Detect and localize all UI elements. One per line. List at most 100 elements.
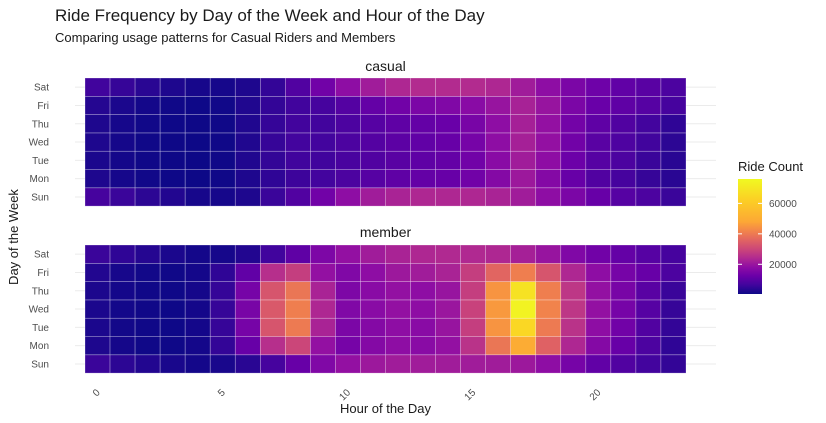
y-axis-ticks: Sun Mon Tue Wed Thu Fri Sat Sun Mon Tue Wed Thu Fri S… (29, 83, 50, 371)
heatmap-cell (585, 244, 612, 264)
heatmap-cell (134, 299, 161, 319)
heatmap-cell (285, 244, 311, 264)
heatmap-cell (560, 114, 587, 134)
heatmap-cell (234, 336, 261, 356)
heatmap-cell (635, 150, 662, 170)
heatmap-cell (259, 187, 286, 207)
heatmap-cell (335, 281, 361, 301)
heatmap-cell (184, 354, 211, 374)
heatmap-cell (184, 169, 211, 189)
heatmap-cell (435, 114, 461, 134)
heatmap-cell (285, 132, 311, 152)
heatmap-cell (635, 262, 662, 282)
y-tick-label: Wed (29, 138, 49, 149)
y-tick-label: Fri (37, 268, 49, 279)
heatmap-cell (510, 317, 537, 337)
heatmap-cell (259, 299, 286, 319)
heatmap-cell (410, 169, 436, 189)
heatmap-cell (560, 187, 587, 207)
heatmap-cell (585, 132, 612, 152)
panel-member (75, 244, 716, 374)
heatmap-cell (460, 169, 486, 189)
heatmap-cell (460, 262, 486, 282)
x-tick-label: 20 (588, 387, 604, 403)
heatmap-cell (535, 354, 562, 374)
heatmap-cell (385, 281, 411, 301)
heatmap-cell (535, 244, 562, 264)
heatmap-cell (134, 187, 161, 207)
heatmap-cell (485, 354, 512, 374)
heatmap-cell (234, 262, 261, 282)
heatmap-cell (159, 317, 186, 337)
heatmap-cell (485, 317, 512, 337)
heatmap-cell (435, 77, 461, 97)
heatmap-cell (234, 96, 261, 115)
heatmap-cell (310, 169, 336, 189)
x-axis-label: Hour of the Day (340, 401, 432, 416)
heatmap-cell (184, 262, 211, 282)
heatmap-cell (259, 354, 286, 374)
heatmap-cell (234, 169, 261, 189)
y-tick-label: Sun (31, 359, 49, 370)
legend-tick-label: 60000 (769, 199, 797, 210)
heatmap-cell (360, 317, 386, 337)
heatmap-cell (234, 317, 261, 337)
heatmap-cell (435, 169, 461, 189)
heatmap-cell (310, 262, 336, 282)
heatmap-cell (209, 169, 236, 189)
heatmap-cell (310, 187, 336, 207)
heatmap-cell (184, 132, 211, 152)
heatmap-cell (360, 299, 386, 319)
heatmap-cell (460, 187, 486, 207)
heatmap-cell (435, 132, 461, 152)
heatmap-cell (535, 96, 562, 115)
heatmap-cell (209, 317, 236, 337)
heatmap-cell (134, 169, 161, 189)
heatmap-cell (159, 281, 186, 301)
heatmap-cell (485, 262, 512, 282)
y-tick-label: Thu (32, 119, 49, 130)
heatmap-cell (159, 96, 186, 115)
heatmap-cell (335, 187, 361, 207)
heatmap-cell (109, 132, 136, 152)
heatmap-cell (385, 317, 411, 337)
heatmap-cell (510, 354, 537, 374)
heatmap-cell (660, 114, 687, 134)
heatmap-cell (635, 77, 662, 97)
y-tick-label: Sat (34, 83, 49, 94)
heatmap-cell (285, 77, 311, 97)
heatmap-cell (209, 187, 236, 207)
heatmap-cell (310, 336, 336, 356)
y-tick-label: Sat (34, 250, 49, 261)
heatmap-cell (410, 336, 436, 356)
heatmap-cell (460, 299, 486, 319)
heatmap-cell (485, 150, 512, 170)
heatmap-panels (75, 77, 716, 374)
heatmap-cell (360, 281, 386, 301)
heatmap-cell (134, 354, 161, 374)
heatmap-cell (335, 262, 361, 282)
heatmap-cell (209, 114, 236, 134)
heatmap-cell (234, 281, 261, 301)
heatmap-cell (460, 354, 486, 374)
heatmap-cell (84, 77, 111, 97)
heatmap-cell (535, 281, 562, 301)
heatmap-cell (485, 96, 512, 115)
heatmap-cell (585, 262, 612, 282)
panel-casual (75, 77, 716, 207)
heatmap-cell (635, 336, 662, 356)
heatmap-cell (460, 96, 486, 115)
heatmap-cell (234, 132, 261, 152)
heatmap-cell (234, 150, 261, 170)
heatmap-cell (585, 187, 612, 207)
heatmap-cell (610, 244, 637, 264)
heatmap-cell (159, 354, 186, 374)
heatmap-cell (385, 96, 411, 115)
heatmap-cell (84, 317, 111, 337)
x-tick-label: 0 (91, 387, 103, 399)
heatmap-cell (159, 262, 186, 282)
heatmap-cell (410, 96, 436, 115)
heatmap-cell (84, 336, 111, 356)
heatmap-cell (335, 77, 361, 97)
heatmap-cell (610, 281, 637, 301)
